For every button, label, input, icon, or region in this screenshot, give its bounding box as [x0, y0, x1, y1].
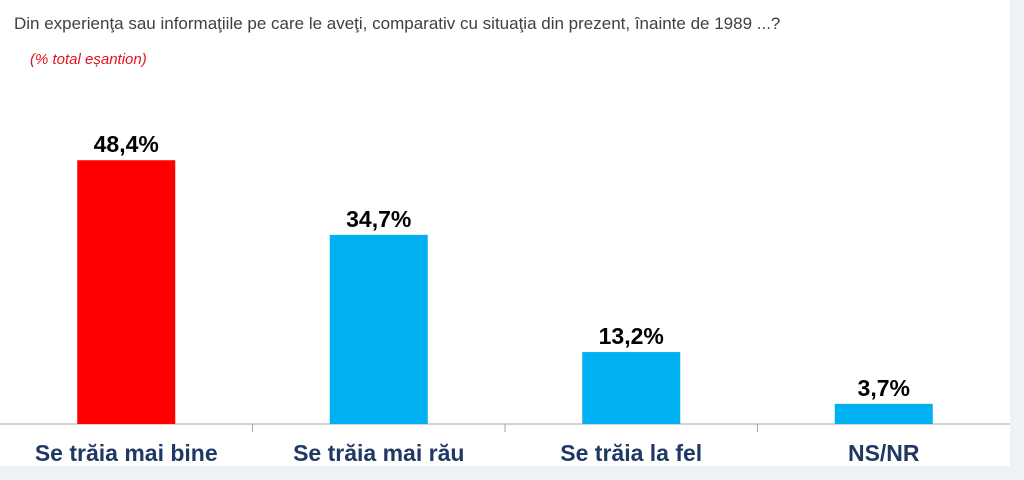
- bottom-edge-strip: [0, 466, 1024, 480]
- bar: [582, 352, 681, 424]
- data-label: 3,7%: [858, 375, 910, 401]
- bar: [77, 160, 176, 424]
- category-label: Se trăia la fel: [560, 440, 702, 466]
- data-label: 13,2%: [599, 323, 664, 349]
- bar: [329, 234, 428, 424]
- data-label: 48,4%: [94, 131, 159, 157]
- bar: [834, 403, 933, 424]
- data-label: 34,7%: [346, 206, 411, 232]
- category-label: Se trăia mai rău: [293, 440, 464, 466]
- category-label: NS/NR: [848, 440, 920, 466]
- chart-subtitle: (% total eșantion): [30, 51, 147, 68]
- category-label: Se trăia mai bine: [35, 440, 218, 466]
- chart-title: Din experienţa sau informaţiile pe care …: [14, 14, 781, 33]
- right-edge-strip: [1010, 0, 1024, 480]
